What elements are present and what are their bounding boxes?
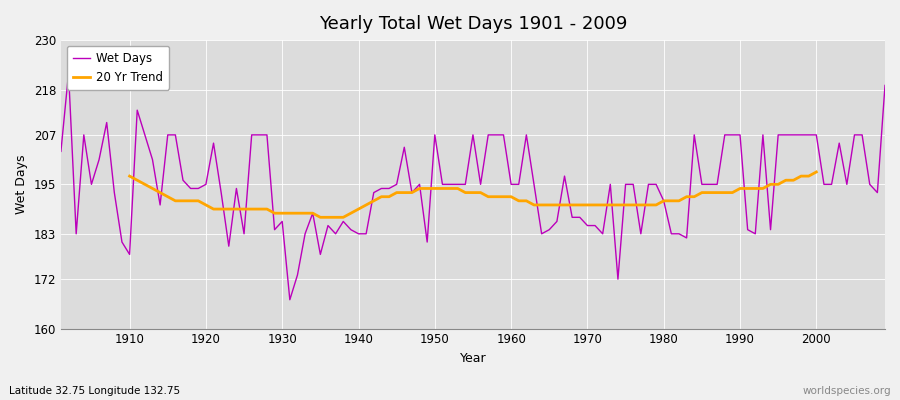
Y-axis label: Wet Days: Wet Days [15, 154, 28, 214]
20 Yr Trend [315, 215, 326, 220]
Wet Days [521, 132, 532, 137]
Wet Days [346, 227, 356, 232]
Wet Days [63, 71, 74, 76]
Wet Days [879, 83, 890, 88]
20 Yr Trend [208, 207, 219, 212]
20 Yr Trend [300, 211, 310, 216]
Wet Days [284, 297, 295, 302]
Wet Days [124, 252, 135, 257]
20 Yr Trend [124, 174, 135, 178]
20 Yr Trend [796, 174, 806, 178]
Wet Days [513, 182, 524, 187]
X-axis label: Year: Year [460, 352, 486, 365]
20 Yr Trend [712, 190, 723, 195]
Text: worldspecies.org: worldspecies.org [803, 386, 891, 396]
Legend: Wet Days, 20 Yr Trend: Wet Days, 20 Yr Trend [67, 46, 169, 90]
20 Yr Trend [811, 170, 822, 174]
Line: 20 Yr Trend: 20 Yr Trend [130, 172, 816, 217]
20 Yr Trend [284, 211, 295, 216]
20 Yr Trend [804, 174, 814, 178]
Wet Days [56, 149, 67, 154]
Text: Latitude 32.75 Longitude 132.75: Latitude 32.75 Longitude 132.75 [9, 386, 180, 396]
Title: Yearly Total Wet Days 1901 - 2009: Yearly Total Wet Days 1901 - 2009 [319, 15, 627, 33]
Wet Days [613, 277, 624, 282]
Wet Days [300, 231, 310, 236]
Line: Wet Days: Wet Days [61, 73, 885, 300]
